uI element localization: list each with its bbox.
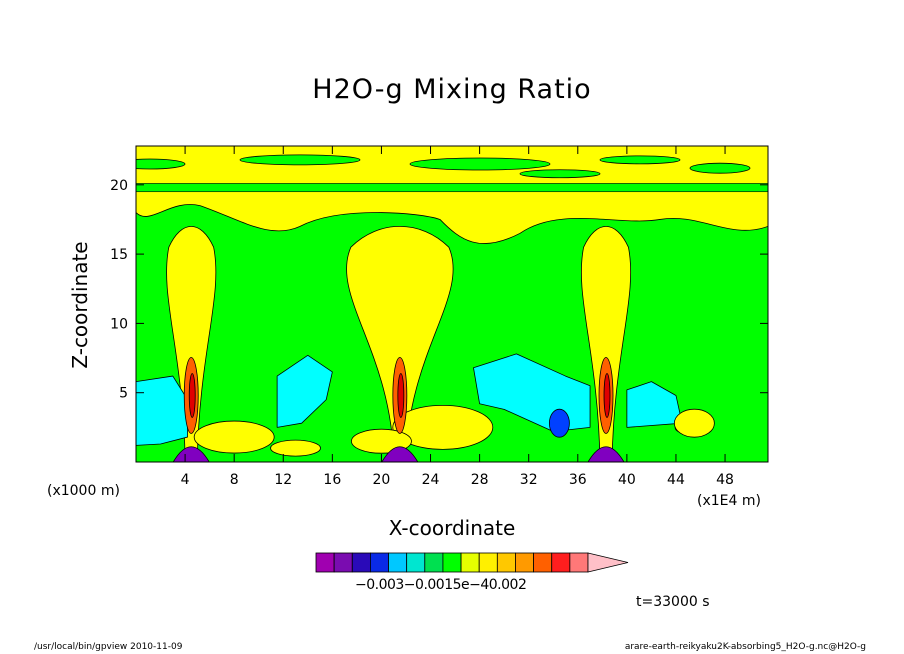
colorbar-overflow-arrow [587, 552, 629, 573]
field-anomaly-peak [397, 373, 405, 418]
field-upper-patch [136, 158, 186, 170]
chart-title: H2O-g Mixing Ratio [312, 74, 592, 105]
field-upper-patch [689, 162, 751, 174]
colorbar-swatch [351, 552, 371, 573]
y-axis: 5 10 15 20 [110, 178, 768, 402]
colorbar-swatch [424, 552, 444, 573]
y-tick-label: 5 [119, 386, 128, 402]
field-upper-patch [409, 157, 551, 171]
x-scale-note: (x1E4 m) [697, 493, 761, 509]
x-tick-label: 32 [520, 472, 538, 488]
field-convective-column [581, 226, 631, 462]
colorbar-swatch [533, 552, 553, 573]
field-low-moist [193, 420, 275, 454]
y-tick-label: 15 [110, 247, 128, 263]
field-upper-patch [599, 155, 681, 165]
colorbar-swatch [478, 552, 498, 573]
colorbar-swatch [333, 552, 353, 573]
footer-file-name: arare-earth-reikyaku2K-absorbing5_H2O-g.… [624, 642, 866, 652]
x-tick-label: 40 [618, 472, 636, 488]
y-tick-label: 20 [110, 178, 128, 194]
field-convective-column [166, 226, 217, 462]
colorbar-swatch [515, 552, 535, 573]
x-tick-label: 24 [422, 472, 440, 488]
time-label: t=33000 s [636, 594, 710, 610]
colorbar-swatch [569, 552, 589, 573]
colorbar-swatch [496, 552, 516, 573]
colorbar-swatch [406, 552, 426, 573]
field-upper-patch [239, 154, 361, 166]
field-low-moist [270, 439, 321, 457]
x-tick-label: 44 [667, 472, 685, 488]
x-tick-label: 20 [373, 472, 391, 488]
contour-field [136, 146, 768, 462]
colorbar-swatch [369, 552, 389, 573]
plot-frame [135, 145, 769, 463]
x-tick-label: 48 [716, 472, 734, 488]
x-axis: 4 8 12 16 20 24 28 32 36 40 44 48 [181, 146, 734, 488]
field-very-dry [548, 408, 570, 438]
colorbar-swatch [315, 552, 335, 573]
footer-program-path: /usr/local/bin/gpview 2010-11-09 [34, 642, 183, 652]
x-tick-label: 8 [230, 472, 239, 488]
x-tick-label: 4 [181, 472, 190, 488]
x-tick-label: 16 [323, 472, 341, 488]
x-tick-label: 28 [471, 472, 489, 488]
x-unit-note: (x1000 m) [47, 483, 120, 499]
field-tropopause-band [136, 183, 768, 193]
field-dry-region [276, 354, 333, 428]
y-tick-label: 10 [110, 316, 128, 332]
field-dry-region [626, 381, 683, 428]
field-low-moist [392, 404, 494, 450]
colorbar-swatch [442, 552, 462, 573]
x-axis-label: X-coordinate [388, 516, 516, 540]
field-upper-patch [519, 169, 601, 179]
field-convective-column [346, 226, 454, 462]
colorbar-labels: −0.003−0.0015e−40.002 [355, 577, 527, 593]
colorbar-swatch [551, 552, 571, 573]
colorbar [315, 552, 629, 573]
colorbar-swatch [460, 552, 480, 573]
field-anomaly-peak [603, 373, 611, 418]
colorbar-swatch [388, 552, 408, 573]
field-upper-moist [136, 146, 768, 244]
field-low-moist [673, 408, 715, 438]
x-tick-label: 12 [274, 472, 292, 488]
field-anomaly-peak [188, 373, 196, 418]
x-tick-label: 36 [569, 472, 587, 488]
